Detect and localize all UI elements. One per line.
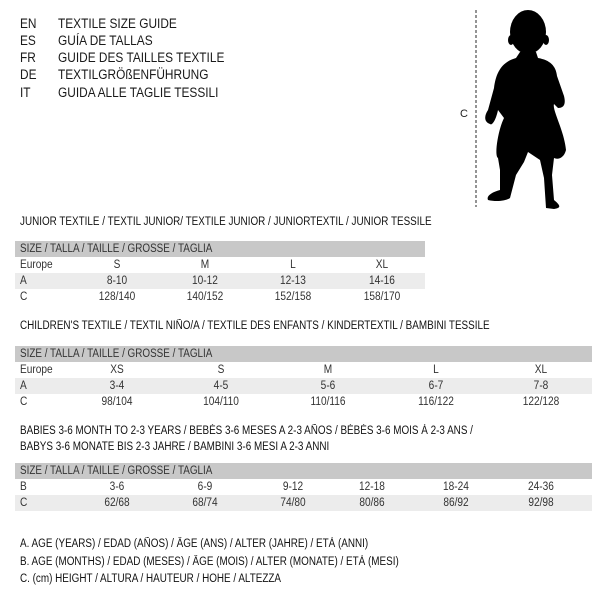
baby-silhouette-icon: [475, 10, 566, 209]
row-label: Europe: [20, 259, 53, 271]
table-cell: 110/116: [310, 396, 346, 408]
row-label: Europe: [20, 364, 53, 376]
table-cell: 68/74: [192, 497, 218, 509]
table-cell: 12-13: [280, 275, 306, 287]
row-label: A: [20, 380, 27, 392]
size-header-bar: SIZE / TALLA / TAILLE / GRÖSSE / TAGLIA: [15, 463, 592, 479]
lang-title-en: TEXTILE SIZE GUIDE: [58, 16, 177, 31]
table-cell: 24-36: [528, 481, 554, 493]
table-cell: XS: [110, 364, 124, 376]
table-cell: S: [217, 364, 225, 376]
table-cell: 12-18: [359, 481, 385, 493]
lang-code-de: DE: [20, 67, 37, 82]
size-header-bar: SIZE / TALLA / TAILLE / GRÖSSE / TAGLIA: [15, 241, 425, 257]
table-cell: XL: [375, 259, 389, 271]
table-cell: 7-8: [533, 380, 549, 392]
table-cell: 6-7: [428, 380, 444, 392]
junior-size-table: SIZE / TALLA / TAILLE / GRÖSSE / TAGLIA E…: [15, 241, 425, 305]
height-figure: C: [440, 0, 600, 215]
babies-size-table: SIZE / TALLA / TAILLE / GRÖSSE / TAGLIA B…: [15, 463, 592, 511]
table-cell: 92/98: [528, 497, 554, 509]
legend-a: A. AGE (YEARS) / EDAD (AÑOS) / ÂGE (ANS)…: [20, 538, 369, 550]
table-row: C 128/140 140/152 152/158 158/170: [15, 289, 425, 305]
table-cell: 122/128: [522, 396, 560, 408]
babies-section-title: BABIES 3-6 MONTH TO 2-3 YEARS / BEBÉS 3-…: [20, 425, 473, 437]
table-cell: 140/152: [186, 291, 224, 303]
table-row: A 3-4 4-5 5-6 6-7 7-8: [15, 378, 592, 394]
size-header-label: SIZE / TALLA / TAILLE / GRÖSSE / TAGLIA: [20, 465, 213, 477]
table-cell: 128/140: [98, 291, 136, 303]
table-cell: 9-12: [282, 481, 304, 493]
table-cell: 116/122: [418, 396, 454, 408]
table-cell: S: [113, 259, 121, 271]
table-cell: L: [290, 259, 296, 271]
table-cell: 86/92: [443, 497, 469, 509]
children-size-table: SIZE / TALLA / TAILLE / GRÖSSE / TAGLIA E…: [15, 346, 592, 410]
table-cell: 74/80: [280, 497, 306, 509]
lang-title-es: GUÍA DE TALLAS: [58, 33, 153, 48]
lang-title-fr: GUIDE DES TAILLES TEXTILE: [58, 50, 225, 65]
table-cell: 10-12: [192, 275, 218, 287]
legend-b: B. AGE (MONTHS) / EDAD (MESES) / ÂGE (MO…: [20, 556, 399, 568]
table-cell: 62/68: [104, 497, 130, 509]
table-cell: L: [433, 364, 439, 376]
table-row: C 62/68 68/74 74/80 80/86 86/92 92/98: [15, 495, 592, 511]
table-cell: 4-5: [213, 380, 229, 392]
lang-title-it: GUIDA ALLE TAGLIE TESSILI: [58, 85, 219, 100]
table-cell: 98/104: [101, 396, 133, 408]
lang-title-de: TEXTILGRÖßENFÜHRUNG: [58, 67, 209, 82]
size-header-bar: SIZE / TALLA / TAILLE / GRÖSSE / TAGLIA: [15, 346, 592, 362]
row-label: B: [20, 481, 27, 493]
table-cell: 3-4: [109, 380, 125, 392]
lang-code-it: IT: [20, 85, 31, 100]
children-section-title: CHILDREN'S TEXTILE / TEXTIL NIÑO/A / TEX…: [20, 320, 490, 332]
table-cell: 8-10: [106, 275, 128, 287]
junior-section-title: JUNIOR TEXTILE / TEXTIL JUNIOR/ TEXTILE …: [20, 216, 432, 228]
table-row: Europe S M L XL: [15, 257, 425, 273]
table-cell: M: [200, 259, 210, 271]
row-label: C: [20, 291, 28, 303]
row-label: A: [20, 275, 27, 287]
size-header-label: SIZE / TALLA / TAILLE / GRÖSSE / TAGLIA: [20, 348, 213, 360]
table-cell: 152/158: [274, 291, 312, 303]
lang-code-en: EN: [20, 16, 37, 31]
table-cell: XL: [534, 364, 548, 376]
table-cell: 18-24: [443, 481, 469, 493]
legend-c: C. (cm) HEIGHT / ALTURA / HAUTEUR / HÖHE…: [20, 573, 282, 585]
table-cell: 14-16: [369, 275, 395, 287]
height-label: C: [460, 108, 468, 120]
table-row: Europe XS S M L XL: [15, 362, 592, 378]
table-cell: 5-6: [320, 380, 336, 392]
table-cell: 80/86: [359, 497, 385, 509]
table-row: C 98/104 104/110 110/116 116/122 122/128: [15, 394, 592, 410]
size-header-label: SIZE / TALLA / TAILLE / GRÖSSE / TAGLIA: [20, 243, 213, 255]
row-label: C: [20, 396, 28, 408]
lang-code-es: ES: [20, 33, 36, 48]
lang-code-fr: FR: [20, 50, 36, 65]
table-row: B 3-6 6-9 9-12 12-18 18-24 24-36: [15, 479, 592, 495]
table-cell: 3-6: [109, 481, 125, 493]
table-cell: 104/110: [203, 396, 239, 408]
table-cell: 158/170: [363, 291, 401, 303]
row-label: C: [20, 497, 28, 509]
table-cell: 6-9: [197, 481, 213, 493]
babies-section-title-2: BABYS 3-6 MONATE BIS 2-3 JAHRE / BAMBINI…: [20, 441, 330, 453]
table-row: A 8-10 10-12 12-13 14-16: [15, 273, 425, 289]
table-cell: M: [323, 364, 333, 376]
